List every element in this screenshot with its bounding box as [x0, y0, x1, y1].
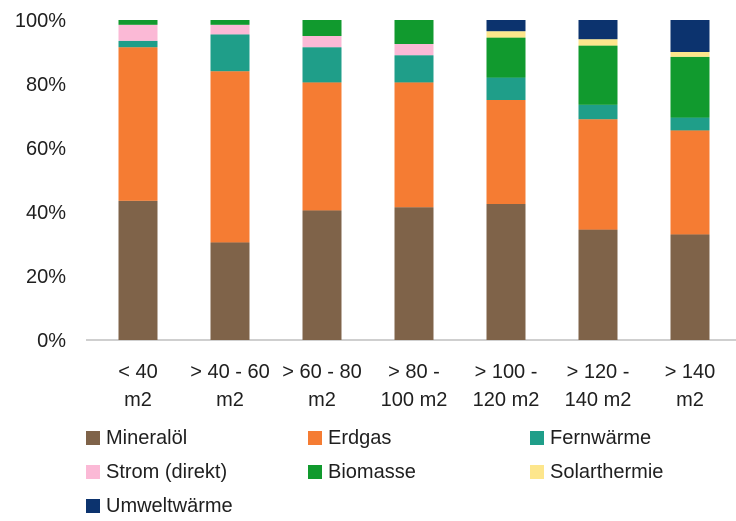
y-tick-label: 20%: [26, 266, 66, 288]
bar-segment-erdgas: [578, 119, 618, 230]
legend-swatch-biomasse: [308, 465, 322, 479]
x-axis-tick-labels: < 40 m2 > 40 - 60 m2> 60 - 80 m2 > 80 -100 m2…: [118, 361, 715, 411]
legend-label-fernwaerme: Fernwärme: [550, 426, 652, 449]
bar-segment-umweltwaerme: [578, 20, 618, 40]
x-tick-label: > 120 -140 m2: [565, 361, 632, 411]
bar-segment-mineraloel: [578, 229, 618, 340]
x-tick-label: > 40 - 60 m2: [190, 361, 270, 411]
legend-swatch-umweltwaerme: [86, 499, 100, 513]
stacked-bar-chart: 0% 20% 40% 60% 80% 100% < 40 m2 > 40 - 60 m2> 60…: [15, 10, 736, 411]
x-tick-label: > 80 -100 m2: [381, 361, 448, 411]
bar-segment-erdgas: [670, 130, 710, 235]
x-tick-label: < 40 m2: [118, 361, 157, 411]
legend-item-erdgas: Erdgas: [308, 423, 530, 453]
bar-segment-umweltwaerme: [486, 20, 526, 32]
bar-segment-biomasse: [486, 37, 526, 78]
y-axis-tick-labels: 0% 20% 40% 60% 80% 100%: [15, 10, 66, 352]
bar-segment-fernwaerme: [302, 47, 342, 83]
bar-segment-biomasse: [670, 56, 710, 118]
legend-item-mineraloel: Mineralöl: [86, 423, 308, 453]
bar-segment-solarthermie: [486, 31, 526, 38]
legend-label-erdgas: Erdgas: [328, 426, 392, 449]
y-tick-label: 60%: [26, 138, 66, 160]
x-tick-label: > 140 m2: [665, 361, 716, 411]
y-tick-label: 80%: [26, 74, 66, 96]
bar-segment-strom-direkt: [118, 24, 158, 41]
legend-swatch-fernwaerme: [530, 431, 544, 445]
bar-segment-biomasse: [302, 20, 342, 36]
bar-segment-fernwaerme: [486, 77, 526, 100]
bars-group: [118, 20, 710, 340]
x-tick-label: > 60 - 80 m2: [282, 361, 362, 411]
x-tick-label: > 100 -120 m2: [473, 361, 540, 411]
bar-segment-mineraloel: [302, 210, 342, 340]
legend: Mineralöl Erdgas Fernwärme Strom (direkt…: [86, 423, 726, 521]
legend-swatch-mineraloel: [86, 431, 100, 445]
legend-item-biomasse: Biomasse: [308, 457, 530, 487]
bar-segment-biomasse: [118, 20, 158, 25]
bar-segment-mineraloel: [210, 242, 250, 340]
bar-segment-erdgas: [118, 47, 158, 201]
bar-segment-mineraloel: [118, 200, 158, 340]
bar-segment-solarthermie: [670, 52, 710, 57]
bar-segment-biomasse: [578, 45, 618, 105]
bar-segment-fernwaerme: [394, 55, 434, 83]
bar-segment-biomasse: [394, 20, 434, 44]
legend-label-solarthermie: Solarthermie: [550, 460, 664, 483]
bar-segment-erdgas: [394, 82, 434, 208]
legend-label-umweltwaerme: Umweltwärme: [106, 494, 233, 517]
legend-swatch-solarthermie: [530, 465, 544, 479]
bar-segment-umweltwaerme: [670, 20, 710, 52]
bar-segment-fernwaerme: [578, 104, 618, 120]
legend-label-mineraloel: Mineralöl: [106, 426, 188, 449]
bar-segment-strom-direkt: [210, 24, 250, 35]
bar-segment-erdgas: [302, 82, 342, 211]
bar-segment-erdgas: [210, 71, 250, 243]
bar-segment-mineraloel: [486, 204, 526, 340]
legend-item-strom-direkt: Strom (direkt): [86, 457, 308, 487]
legend-swatch-strom-direkt: [86, 465, 100, 479]
y-tick-label: 40%: [26, 202, 66, 224]
bar-segment-strom-direkt: [394, 44, 434, 56]
legend-item-fernwaerme: Fernwärme: [530, 423, 726, 453]
bar-segment-biomasse: [210, 20, 250, 25]
legend-label-biomasse: Biomasse: [328, 460, 416, 483]
legend-swatch-erdgas: [308, 431, 322, 445]
bar-segment-mineraloel: [670, 234, 710, 340]
legend-item-umweltwaerme: Umweltwärme: [86, 491, 308, 521]
bar-segment-fernwaerme: [210, 34, 250, 72]
bar-segment-fernwaerme: [118, 40, 158, 48]
bar-segment-solarthermie: [578, 39, 618, 46]
legend-item-solarthermie: Solarthermie: [530, 457, 726, 487]
bar-segment-strom-direkt: [302, 36, 342, 48]
y-tick-label: 100%: [15, 10, 66, 32]
y-tick-label: 0%: [37, 330, 66, 352]
legend-label-strom-direkt: Strom (direkt): [106, 460, 228, 483]
bar-segment-mineraloel: [394, 207, 434, 340]
bar-segment-erdgas: [486, 100, 526, 204]
bar-segment-fernwaerme: [670, 117, 710, 131]
